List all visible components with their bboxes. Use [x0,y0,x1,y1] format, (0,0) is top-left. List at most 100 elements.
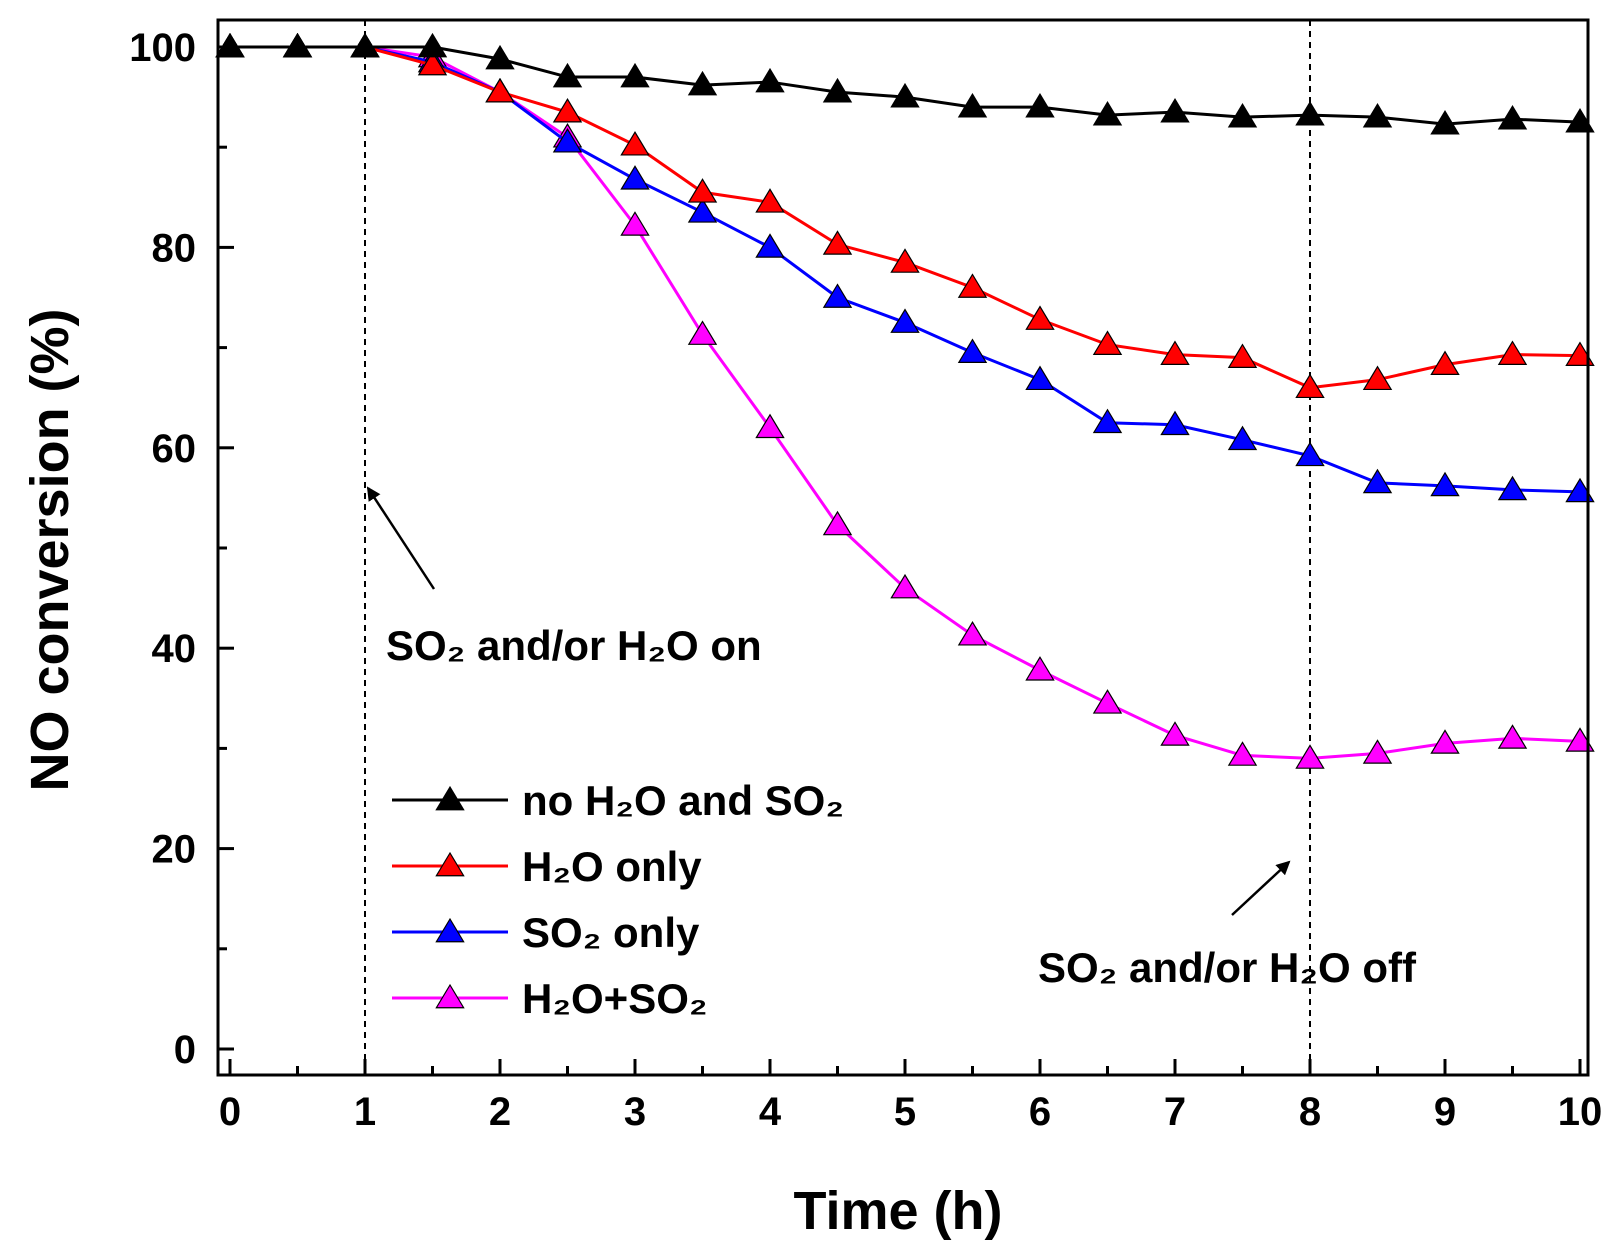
data-point [890,248,920,273]
data-point [957,621,988,646]
data-point [1092,408,1123,434]
data-point [620,62,650,88]
series-0 [215,32,1595,135]
data-point [1362,739,1393,764]
data-point [1430,109,1460,135]
data-point [1497,724,1528,749]
x-axis-title: Time (h) [793,1181,1002,1241]
data-point [1497,475,1528,501]
data-point [1430,729,1460,754]
data-point [1430,471,1460,497]
data-point [822,283,853,308]
annotation-arrow-off [1231,860,1291,916]
data-point [1160,410,1190,436]
data-point [1092,100,1123,126]
x-tick-label: 7 [1164,1090,1186,1134]
data-point [755,233,785,258]
data-point [755,67,785,93]
data-point [1430,350,1460,375]
series-1 [215,32,1595,399]
data-point [417,50,448,76]
data-point [957,92,988,118]
legend-swatch-marker [435,851,465,877]
data-point [822,77,853,103]
data-point [485,77,515,103]
legend-label: H₂O only [522,843,702,890]
data-point [822,230,853,255]
data-point [417,32,448,58]
series-layer [215,32,1595,769]
data-point [282,32,313,58]
data-point [1092,689,1123,714]
data-point [620,165,650,190]
data-point [687,178,718,203]
legend-label: SO₂ only [522,909,700,956]
data-point [1025,656,1055,681]
data-point [687,198,718,223]
data-point [1362,102,1393,128]
data-point [552,128,583,153]
data-point [552,62,583,88]
data-point [1227,425,1258,451]
y-axis-title: NO conversion (%) [20,308,80,791]
data-point [1295,441,1325,467]
y-tick-label: 60 [152,427,197,471]
data-point [1227,741,1258,766]
x-tick-label: 5 [894,1090,916,1134]
x-tick-label: 10 [1558,1090,1603,1134]
x-tick-label: 8 [1299,1090,1321,1134]
data-point [1295,100,1325,126]
data-point [957,273,988,298]
data-point [1092,330,1123,355]
y-tick-label: 0 [174,1028,196,1072]
legend-swatch-marker [435,983,465,1009]
data-point [552,97,583,123]
legend: no H₂O and SO₂ H₂O only SO₂ only H₂O+SO₂ [392,777,844,1022]
annotation-arrow-on [366,486,436,590]
data-point [1227,343,1258,368]
x-tick-label: 1 [354,1090,376,1134]
data-point [1025,92,1055,118]
data-point [890,82,920,108]
legend-label: no H₂O and SO₂ [522,777,844,824]
legend-label: H₂O+SO₂ [522,975,708,1022]
data-point [822,510,853,536]
data-point [1160,721,1190,746]
data-point [1227,102,1258,128]
x-tick-label: 6 [1029,1090,1051,1134]
data-point [755,188,785,213]
data-point [620,131,650,156]
x-axis: 0 1 2 3 4 5 6 7 8 9 10 [219,1059,1602,1134]
data-point [1025,305,1055,330]
data-point [1025,365,1055,391]
data-point [1362,365,1393,391]
data-point [1160,97,1190,123]
data-point [755,413,785,439]
y-tick-label: 40 [152,627,197,671]
annotation-on-label: SO₂ and/or H₂O on [386,622,762,669]
data-point [1295,373,1325,399]
data-point [1295,744,1325,769]
x-tick-label: 9 [1434,1090,1456,1134]
y-axis: 0 20 40 60 80 100 [129,26,234,1072]
y-tick-label: 100 [129,26,196,70]
data-point [890,308,920,333]
x-tick-label: 4 [759,1090,782,1134]
y-tick-label: 80 [152,226,197,270]
data-point [485,44,515,70]
data-point [957,338,988,363]
data-point [890,573,920,599]
x-tick-label: 3 [624,1090,646,1134]
data-point [350,32,380,58]
data-point [215,32,245,58]
data-point [687,320,718,345]
y-tick-label: 20 [152,828,197,872]
annotation-off-label: SO₂ and/or H₂O off [1038,944,1417,991]
data-point [1362,468,1393,494]
data-point [1497,340,1528,365]
data-point [687,70,718,96]
data-point [620,211,650,236]
legend-swatch-marker [435,917,465,943]
legend-swatch-marker [435,785,465,811]
